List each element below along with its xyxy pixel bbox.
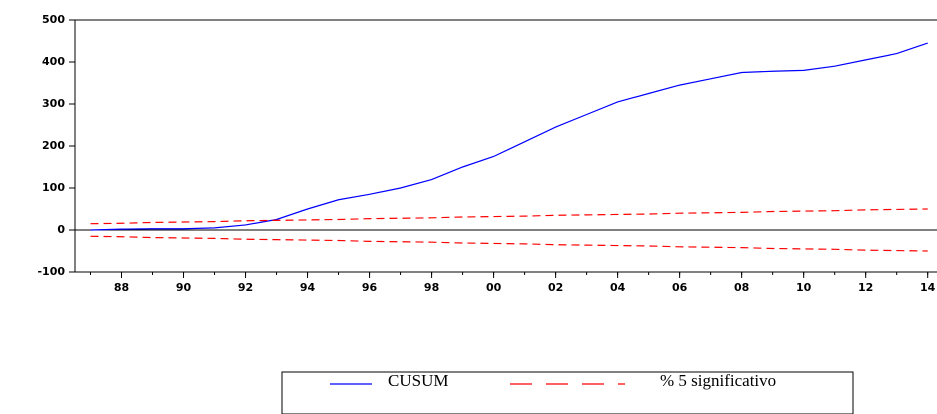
y-tick-label: 400 [42,55,65,68]
x-tick-label: 04 [610,281,626,294]
x-tick-label: 12 [858,281,873,294]
x-tick-label: 14 [920,281,936,294]
y-tick-label: -100 [37,265,65,278]
legend-label: CUSUM [388,371,448,390]
y-tick-label: 200 [42,139,65,152]
x-tick-label: 08 [734,281,749,294]
x-tick-label: 94 [300,281,316,294]
x-tick-label: 88 [114,281,129,294]
x-tick-label: 00 [486,281,502,294]
y-tick-label: 300 [42,97,65,110]
x-tick-label: 92 [238,281,253,294]
series-line [90,42,928,231]
x-tick-label: 02 [548,281,563,294]
x-tick-label: 90 [176,281,192,294]
series-line [90,208,928,225]
legend-label: % 5 significativo [660,371,776,390]
x-tick-label: 06 [672,281,688,294]
series-line [90,235,928,252]
y-tick-label: 0 [57,223,65,236]
x-tick-label: 96 [362,281,378,294]
legend-box [281,371,854,414]
y-tick-label: 100 [42,181,65,194]
x-tick-label: 98 [424,281,439,294]
x-tick-label: 10 [796,281,812,294]
y-tick-label: 500 [42,13,65,26]
